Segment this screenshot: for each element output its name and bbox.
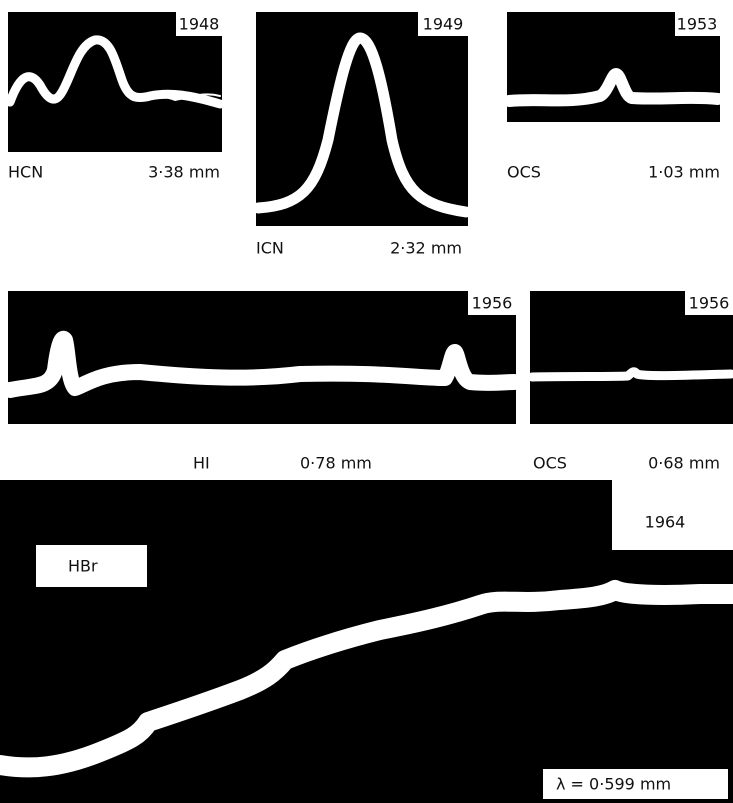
- panel: 1953 OCS 1·03 mm: [503, 12, 724, 182]
- panel: 1964 HBr λ = 0·599 mm: [0, 480, 733, 803]
- year-box: [468, 291, 516, 315]
- molecule-box: [36, 545, 147, 587]
- wavelength: 1·03 mm: [648, 163, 720, 182]
- trace: [0, 580, 733, 778]
- year: 1956: [472, 294, 513, 313]
- year: 1964: [645, 513, 686, 532]
- year-box: [418, 12, 468, 36]
- year-box: [675, 12, 720, 36]
- molecule: OCS: [533, 454, 567, 473]
- molecule: HI: [193, 454, 210, 473]
- year: 1956: [689, 294, 730, 313]
- trace: [5, 35, 225, 109]
- wavelength: 0·78 mm: [300, 454, 372, 473]
- trace: [9, 78, 221, 103]
- molecule: HBr: [68, 557, 98, 576]
- year-box: [176, 12, 222, 36]
- panel: 1956 OCS 0·68 mm: [527, 291, 733, 473]
- screen: [8, 291, 516, 424]
- wavelength: λ = 0·599 mm: [556, 775, 671, 794]
- year-box: [612, 480, 733, 550]
- panel: 1948 HCN 3·38 mm: [5, 12, 225, 182]
- trace: [527, 367, 733, 382]
- screen: [256, 12, 468, 226]
- wavelength-box: [543, 769, 728, 799]
- panel: 1956 HI 0·78 mm: [2, 291, 522, 473]
- year: 1948: [179, 15, 220, 34]
- trace: [2, 330, 522, 398]
- wavelength: 2·32 mm: [390, 239, 462, 258]
- year-box: [685, 291, 733, 315]
- wavelength: 3·38 mm: [148, 163, 220, 182]
- year: 1949: [423, 15, 464, 34]
- molecule: HCN: [8, 163, 43, 182]
- year: 1953: [677, 15, 718, 34]
- wavelength: 0·68 mm: [648, 454, 720, 473]
- panel: 1949 ICN 2·32 mm: [252, 12, 472, 258]
- trace: [503, 68, 724, 107]
- trace: [252, 32, 472, 218]
- molecule: OCS: [507, 163, 541, 182]
- molecule: ICN: [256, 239, 284, 258]
